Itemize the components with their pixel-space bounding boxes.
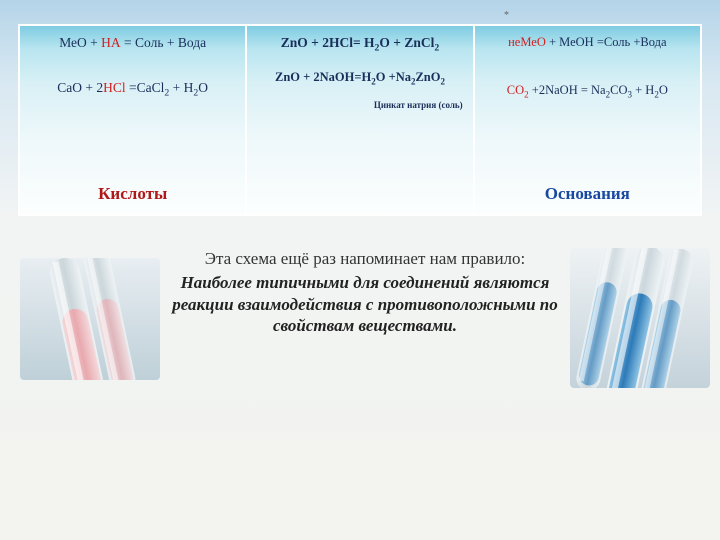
slide-marker: * — [504, 10, 509, 21]
eq-text: МеО + — [59, 35, 101, 50]
sub: 2 — [434, 43, 439, 54]
eq-text: +2NaOH = Na — [529, 83, 606, 97]
eq-red: неМеО — [508, 35, 546, 49]
col-label-bases: Основания — [475, 184, 700, 204]
caption-rule: Наиболее типичными для соединений являют… — [165, 272, 565, 337]
eq-text: О — [198, 80, 208, 95]
eq-text: СаО + 2 — [57, 80, 103, 95]
zincate-note: Цинкат натрия (соль) — [253, 100, 466, 110]
equation: ZnO + 2NaOH=Н2О +Na2ZnO2 — [253, 69, 466, 87]
test-tubes-pink — [20, 258, 160, 380]
eq-text: ZnO + 2NaOH=Н — [275, 70, 371, 84]
eq-red: НА — [101, 35, 121, 50]
equation: ZnO + 2HCl= Н2О + ZnCl2 — [253, 34, 466, 53]
reaction-table: МеО + НА = Соль + Вода СаО + 2НCl =СаCl2… — [18, 24, 702, 216]
eq-text: CO — [610, 83, 627, 97]
eq-text: + Н — [632, 83, 654, 97]
eq-text: ZnO + 2HCl= Н — [281, 35, 375, 50]
eq-text: =СаCl — [126, 80, 165, 95]
eq-red: НCl — [103, 80, 126, 95]
equation: CО2 +2NaOH = Na2CO3 + Н2О — [481, 82, 694, 100]
eq-text: О — [659, 83, 668, 97]
eq-text: О +Na — [376, 70, 411, 84]
caption-block: Эта схема ещё раз напоминает нам правило… — [165, 248, 565, 337]
col-amphoteric: ZnO + 2HCl= Н2О + ZnCl2 ZnO + 2NaOH=Н2О … — [247, 26, 474, 216]
equation: СаО + 2НCl =СаCl2 + Н2О — [26, 79, 239, 98]
test-tubes-blue — [570, 248, 710, 388]
equation: МеО + НА = Соль + Вода — [26, 34, 239, 53]
eq-text: + Н — [169, 80, 193, 95]
caption-intro: Эта схема ещё раз напоминает нам правило… — [165, 248, 565, 270]
eq-text: = Соль + Вода — [121, 35, 206, 50]
col-acids: МеО + НА = Соль + Вода СаО + 2НCl =СаCl2… — [20, 26, 247, 216]
col-label-acids: Кислоты — [20, 184, 245, 204]
equation: неМеО + МеОН =Соль +Вода — [481, 34, 694, 52]
eq-red: CО — [507, 83, 524, 97]
eq-text: ZnO — [415, 70, 440, 84]
col-bases: неМеО + МеОН =Соль +Вода CО2 +2NaOH = Na… — [475, 26, 702, 216]
sub: 2 — [440, 76, 445, 86]
eq-text: О + ZnCl — [379, 35, 434, 50]
eq-text: + МеОН =Соль +Вода — [546, 35, 667, 49]
